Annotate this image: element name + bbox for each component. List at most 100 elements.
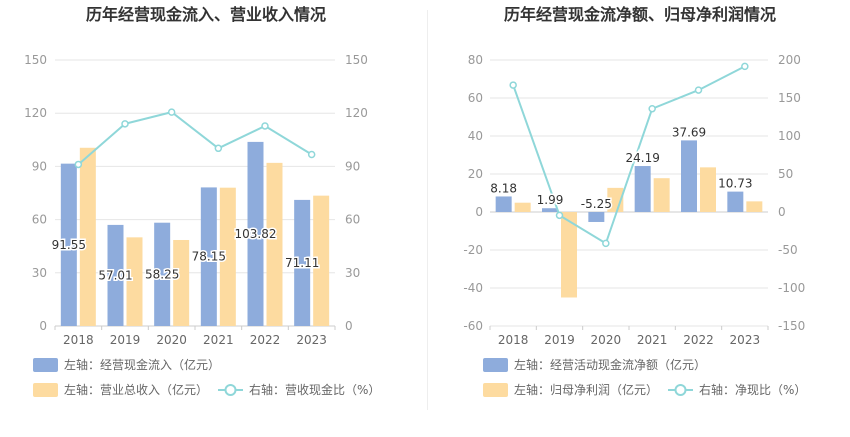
legend-swatch [483, 358, 508, 372]
data-label: 57.01 [98, 268, 132, 282]
revenue-profit-bar [700, 167, 716, 212]
ratio-point [741, 62, 749, 71]
ratio-point [214, 144, 223, 153]
x-axis-tick: 2020 [156, 333, 187, 347]
cashflow-bar [294, 199, 311, 326]
legend-label: 左轴：经营现金流入（亿元） [64, 357, 220, 372]
legend-item: 左轴：归母净利润（亿元） [483, 382, 658, 397]
left-axis-tick: -20 [463, 243, 483, 257]
legend-swatch [33, 358, 58, 372]
left-axis-tick: 60 [468, 91, 483, 105]
x-axis-tick: 2018 [63, 333, 94, 347]
ratio-point [261, 122, 269, 130]
left-axis-tick: 30 [32, 266, 47, 280]
cashflow-bar [727, 191, 744, 212]
ratio-point [509, 81, 517, 89]
right-axis-tick: 150 [778, 91, 801, 105]
revenue-profit-bar [514, 202, 531, 212]
x-axis-tick: 2018 [498, 333, 529, 347]
data-label: 37.69 [672, 125, 706, 139]
cashflow-bar [154, 222, 171, 326]
legend-label: 左轴：经营活动现金流净额（亿元） [514, 357, 706, 372]
data-label: 78.15 [192, 250, 226, 264]
legend-label: 右轴：营收现金比（%） [249, 382, 380, 397]
ratio-point [74, 160, 83, 169]
chart-separator [427, 10, 428, 410]
right-axis-tick: 100 [778, 129, 801, 143]
chart-title: 历年经营现金流入、营业收入情况 [86, 5, 326, 24]
left-axis-tick: 0 [39, 319, 47, 333]
left-axis-tick: -40 [463, 281, 483, 295]
data-label: -5.25 [581, 197, 612, 211]
legend-label: 左轴：营业总收入（亿元） [64, 382, 208, 397]
ratio-point [694, 86, 703, 94]
revenue-profit-bar [746, 201, 763, 212]
ratio-line [512, 65, 746, 245]
x-axis-tick: 2019 [110, 333, 141, 347]
gridlines [55, 59, 335, 327]
revenue-profit-bar [173, 239, 190, 326]
cashflow-bar [200, 187, 217, 326]
left-axis-tick: 120 [24, 106, 47, 120]
legend-item: 右轴：营收现金比（%） [218, 382, 380, 397]
revenue-profit-bar [126, 237, 143, 326]
ratio-point [167, 108, 176, 116]
x-axis-tick: 2022 [250, 333, 281, 347]
ratio-point [555, 211, 564, 220]
left-axis-tick: 80 [468, 53, 483, 67]
right-axis-tick: -150 [778, 319, 805, 333]
right-axis-tick: 90 [345, 159, 360, 173]
gridlines [490, 59, 768, 327]
revenue-profit-bar [561, 212, 577, 298]
x-axis-tick: 2020 [591, 333, 622, 347]
legend-label: 左轴：归母净利润（亿元） [514, 382, 658, 397]
left-axis-tick: 90 [32, 159, 47, 173]
cashflow-bar [495, 196, 512, 212]
legend-swatch [483, 383, 508, 397]
legend-item: 左轴：营业总收入（亿元） [33, 382, 208, 397]
data-label: 10.73 [718, 177, 752, 191]
revenue-profit-bar [653, 178, 670, 212]
revenue-profit-bar [219, 187, 236, 326]
data-label: 8.18 [490, 181, 517, 195]
revenue-profit-bar [266, 162, 283, 326]
net-cashflow-net-profit-chart: 历年经营现金流净额、归母净利润情况 -60 -40 -20 0 20 40 60 80 -150… [463, 5, 806, 397]
data-label: 1.99 [537, 193, 564, 207]
chart-title: 历年经营现金流净额、归母净利润情况 [504, 5, 776, 24]
right-axis-tick: 50 [778, 167, 793, 181]
right-axis-tick: 60 [345, 213, 360, 227]
left-axis-tick: -60 [463, 319, 483, 333]
x-axis-tick: 2022 [683, 333, 714, 347]
legend-swatch [674, 384, 687, 396]
revenue-profit-bar [79, 147, 96, 326]
left-axis-tick: 150 [24, 53, 47, 67]
legend-item: 右轴：净现比（%） [668, 382, 806, 397]
x-axis-tick: 2021 [637, 333, 668, 347]
revenue-profit-bar [313, 195, 330, 326]
left-axis-tick: 40 [468, 129, 483, 143]
x-axis-tick: 2023 [730, 333, 761, 347]
ratio-point [121, 120, 129, 128]
right-axis-tick: -50 [778, 243, 798, 257]
legend-swatch [33, 383, 58, 397]
cashflow-bar [107, 224, 124, 326]
x-axis-tick: 2023 [296, 333, 327, 347]
legend-item: 左轴：经营活动现金流净额（亿元） [483, 357, 706, 372]
right-axis-tick: 120 [345, 106, 368, 120]
ratio-line [77, 111, 313, 166]
ratio-point [307, 150, 316, 159]
ratio-point [602, 239, 610, 248]
legend-swatch [224, 384, 237, 396]
right-axis-tick: -100 [778, 281, 805, 295]
cashflow-bar [634, 166, 651, 212]
right-axis-tick: 30 [345, 266, 360, 280]
cashflow-inflow-revenue-chart: 历年经营现金流入、营业收入情况 0 30 60 90 120 150 0 30 60 90 120 1… [24, 5, 380, 397]
legend-label: 右轴：净现比（%） [699, 382, 806, 397]
right-axis-tick: 0 [778, 205, 786, 219]
cashflow-bar [60, 163, 77, 326]
legend-item: 左轴：经营现金流入（亿元） [33, 357, 220, 372]
data-label: 24.19 [625, 151, 659, 165]
cashflow-bar [681, 140, 697, 212]
right-axis-tick: 0 [345, 319, 353, 333]
